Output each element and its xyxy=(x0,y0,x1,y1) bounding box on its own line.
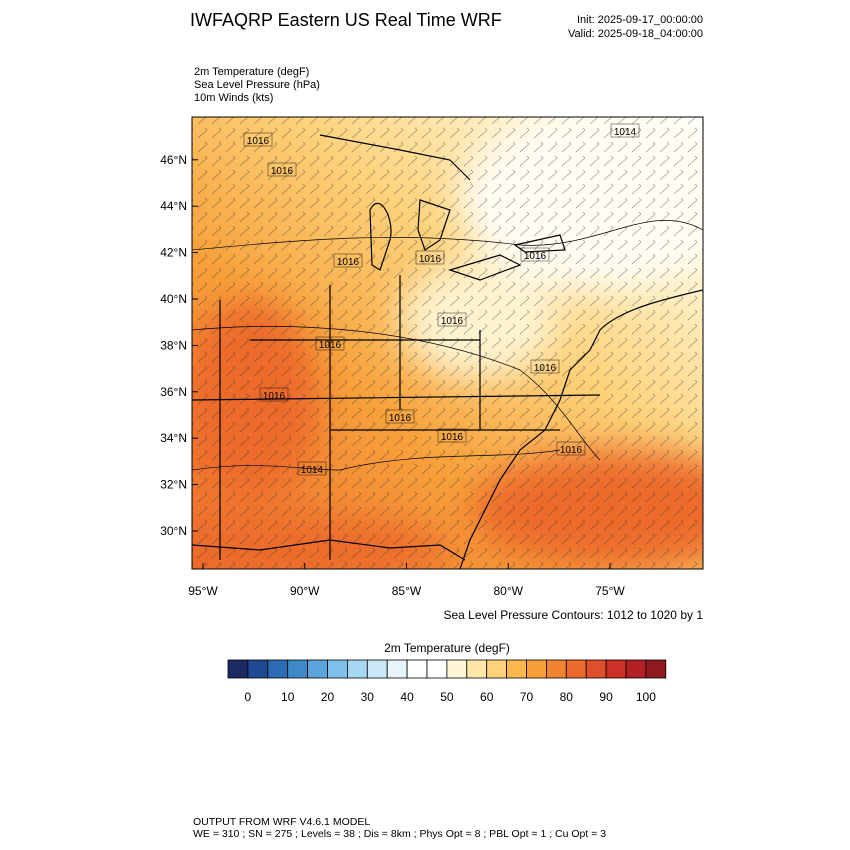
colorbar-swatch xyxy=(227,659,249,679)
contour-label: 1016 xyxy=(419,254,442,265)
colorbar-swatch xyxy=(366,659,388,679)
lon-label: 90°W xyxy=(290,584,320,598)
colorbar-swatch xyxy=(466,659,488,679)
contour-label: 1016 xyxy=(271,166,294,177)
lat-label: 34°N xyxy=(160,431,187,445)
contour-label-box xyxy=(530,359,560,374)
field-label: 2m Temperature (degF) xyxy=(194,66,309,78)
lat-label: 32°N xyxy=(160,478,187,492)
colorbar-tick-label: 0 xyxy=(245,690,252,704)
contour-label: 1014 xyxy=(614,127,637,138)
footer-line: WE = 310 ; SN = 275 ; Levels = 38 ; Dis … xyxy=(193,828,606,840)
contour-label: 1016 xyxy=(560,445,583,456)
colorbar-swatch xyxy=(426,659,448,679)
colorbar-swatch xyxy=(247,659,269,679)
field-label: 10m Winds (kts) xyxy=(194,92,273,104)
contour-label-box xyxy=(415,250,445,265)
lat-label: 46°N xyxy=(160,153,187,167)
colorbar-swatch xyxy=(565,659,587,679)
contour-label: 1016 xyxy=(247,136,270,147)
contour-label-box xyxy=(556,441,586,456)
contour-label: 1016 xyxy=(534,363,557,374)
footer-line: OUTPUT FROM WRF V4.6.1 MODEL xyxy=(193,816,370,828)
contour-label-box xyxy=(610,123,640,138)
lon-label: 95°W xyxy=(188,584,218,598)
contour-label-box xyxy=(315,336,345,351)
colorbar-tick-label: 100 xyxy=(636,690,656,704)
colorbar-tick-label: 80 xyxy=(560,690,574,704)
colorbar-swatch xyxy=(307,659,328,679)
colorbar-swatch xyxy=(605,659,627,679)
valid-time: Valid: 2025-09-18_04:00:00 xyxy=(568,28,703,40)
contour-label: 1016 xyxy=(524,251,547,262)
contour-label: 1016 xyxy=(263,391,286,402)
contour-label: 1016 xyxy=(337,257,360,268)
colorbar-swatch xyxy=(346,659,368,679)
colorbar-swatch xyxy=(625,659,647,679)
colorbar-tick-label: 40 xyxy=(400,690,414,704)
lat-label: 38°N xyxy=(160,338,187,352)
contour-label: 1016 xyxy=(389,413,412,424)
contour-label-box xyxy=(520,247,550,262)
colorbar-tick-label: 10 xyxy=(281,690,295,704)
contour-label-box xyxy=(259,387,289,402)
colorbar-tick-label: 20 xyxy=(321,690,335,704)
map-area: 1016 1016 1014 1016 1016 1016 1016 1016 1016 1016… xyxy=(192,117,703,569)
colorbar-swatch xyxy=(645,659,667,679)
colorbar-swatch xyxy=(267,659,289,679)
contour-label: 1016 xyxy=(319,340,342,351)
contour-label-box xyxy=(333,253,363,268)
title: IWFAQRP Eastern US Real Time WRF xyxy=(190,10,502,30)
colorbar-swatch xyxy=(486,659,508,679)
lon-label: 75°W xyxy=(595,584,625,598)
colorbar-tick-label: 50 xyxy=(440,690,454,704)
contour-note: Sea Level Pressure Contours: 1012 to 102… xyxy=(444,608,704,622)
lat-label: 30°N xyxy=(160,524,187,538)
colorbar-tick-label: 70 xyxy=(520,690,534,704)
colorbar-swatch xyxy=(327,659,348,679)
colorbar-swatch xyxy=(506,659,527,679)
colorbar-title: 2m Temperature (degF) xyxy=(384,641,510,655)
contour-label-box xyxy=(437,312,467,327)
colorbar-swatch xyxy=(585,659,607,679)
contour-label-box xyxy=(267,162,297,177)
lat-label: 40°N xyxy=(160,292,187,306)
map-frame xyxy=(191,116,704,570)
field-label: Sea Level Pressure (hPa) xyxy=(194,79,320,91)
colorbar-swatch xyxy=(287,659,309,679)
contour-label-box xyxy=(437,428,467,443)
contour-label: 1016 xyxy=(441,316,464,327)
lon-label: 85°W xyxy=(392,584,422,598)
contour-label-box xyxy=(385,409,415,424)
contour-label: 1014 xyxy=(301,465,324,476)
colorbar-swatch xyxy=(386,659,408,679)
init-time: Init: 2025-09-17_00:00:00 xyxy=(577,14,703,26)
contour-label-box xyxy=(297,461,327,476)
colorbar-swatch xyxy=(526,659,547,679)
colorbar-tick-label: 90 xyxy=(599,690,613,704)
lat-label: 42°N xyxy=(160,246,187,260)
colorbar-tick-label: 30 xyxy=(361,690,375,704)
colorbar-swatch xyxy=(446,659,468,679)
lat-label: 36°N xyxy=(160,385,187,399)
colorbar-swatch xyxy=(546,659,567,679)
lon-label: 80°W xyxy=(494,584,524,598)
colorbar-swatch xyxy=(406,659,428,679)
contour-label: 1016 xyxy=(441,432,464,443)
colorbar-tick-label: 60 xyxy=(480,690,494,704)
contour-label-box xyxy=(243,132,273,147)
lat-label: 44°N xyxy=(160,199,187,213)
